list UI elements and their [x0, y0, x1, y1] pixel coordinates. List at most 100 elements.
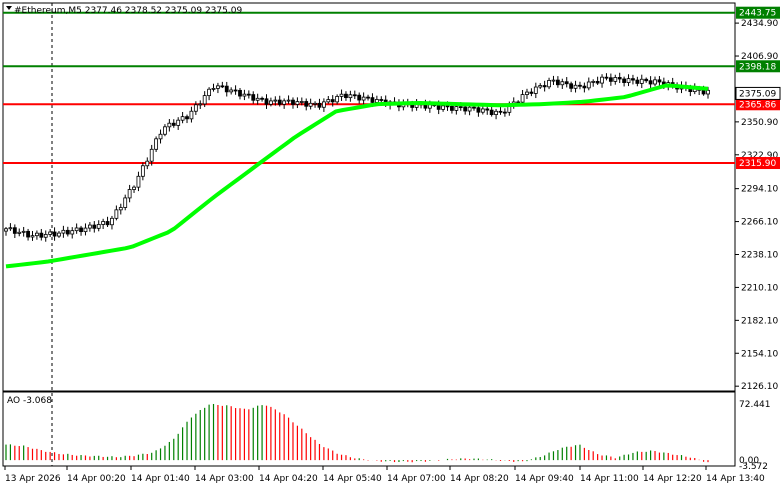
candle-body — [35, 232, 39, 237]
candle-body — [299, 101, 304, 103]
candle-body — [114, 209, 119, 219]
candle-body — [118, 207, 123, 211]
candle-body — [706, 89, 710, 95]
candle-body — [277, 99, 282, 105]
candle-body — [39, 232, 44, 238]
candle-body — [211, 87, 216, 90]
candle-body — [21, 230, 26, 233]
candle-body — [644, 78, 649, 82]
candle-body — [538, 85, 543, 88]
candle-body — [498, 110, 503, 113]
candle-body — [335, 96, 340, 103]
x-tick-label: 14 Apr 13:40 — [706, 474, 765, 484]
y-tick-label: 2126.10 — [741, 382, 778, 392]
level-price-label-support-low: 2315.90 — [739, 159, 776, 169]
y-tick-label: 2322.90 — [741, 151, 778, 161]
candle-body — [555, 79, 560, 86]
candle-body — [547, 80, 551, 88]
x-tick-label: 14 Apr 12:20 — [643, 474, 702, 484]
candle-body — [242, 93, 247, 97]
candle-body — [96, 224, 101, 229]
candle-body — [291, 99, 295, 105]
candle-body — [92, 224, 97, 229]
candle-body — [600, 76, 604, 84]
candle-body — [529, 91, 534, 94]
candle-body — [171, 122, 176, 126]
candle-body — [295, 101, 300, 105]
level-price-label-resistance: 2398.18 — [739, 62, 776, 72]
candle-body — [591, 80, 596, 83]
candle-body — [238, 89, 242, 97]
candle-body — [61, 229, 66, 234]
candle-body — [542, 85, 547, 88]
candle-body — [374, 99, 379, 103]
candle-body — [145, 160, 150, 167]
level-price-label-support: 2365.86 — [739, 100, 776, 110]
candle-body — [269, 100, 273, 105]
candle-body — [608, 77, 613, 82]
candle-body — [8, 227, 13, 230]
candle-body — [648, 80, 653, 85]
candle-body — [330, 99, 335, 103]
candle-body — [176, 119, 181, 126]
x-tick-label: 13 Apr 2026 — [5, 474, 61, 484]
candle-body — [520, 94, 525, 103]
candle-body — [476, 107, 481, 113]
candle-body — [220, 85, 225, 88]
level-price-tag-resistance — [736, 60, 780, 73]
candle-body — [74, 227, 79, 232]
candle-body — [317, 102, 322, 108]
candle-body — [635, 79, 640, 84]
candle-body — [123, 197, 128, 208]
level-price-tag-resistance-high — [736, 6, 780, 19]
candle-body — [551, 79, 556, 82]
candle-body — [503, 111, 507, 114]
y-tick-label: 2434.90 — [741, 19, 778, 29]
candle-body — [185, 116, 189, 120]
candle-body — [83, 227, 88, 233]
candle-body — [533, 86, 538, 94]
candle-body — [87, 224, 92, 229]
candle-body — [12, 227, 17, 234]
candle-body — [158, 133, 163, 140]
candle-body — [167, 122, 172, 128]
candle-body — [79, 227, 83, 233]
candle-body — [4, 228, 8, 232]
x-tick-label: 14 Apr 05:40 — [323, 474, 382, 484]
candle-body — [480, 108, 485, 113]
candle-body — [494, 110, 498, 115]
candle-body — [348, 94, 353, 99]
candle-body — [578, 84, 582, 87]
candle-body — [361, 96, 366, 101]
candle-body — [30, 235, 35, 238]
y-tick-label: 2182.10 — [741, 316, 778, 326]
x-tick-label: 14 Apr 00:20 — [67, 474, 126, 484]
candle-body — [127, 189, 132, 199]
level-price-tag-support-low — [736, 157, 780, 170]
x-tick-label: 14 Apr 03:00 — [195, 474, 254, 484]
current-price-label: 2375.09 — [739, 89, 776, 99]
candle-body — [472, 106, 476, 109]
candle-body — [489, 109, 494, 115]
candle-body — [189, 110, 194, 120]
candle-body — [65, 229, 70, 235]
candle-body — [379, 99, 384, 101]
candle-body — [454, 106, 459, 111]
ao-y-tick-label: 72.441 — [739, 400, 771, 410]
candle-body — [485, 108, 490, 111]
candle-body — [366, 96, 370, 99]
chart-symbol-header: #Ethereum,M5 2377.46 2378.52 2375.09 237… — [14, 6, 242, 16]
candle-body — [569, 83, 574, 89]
y-tick-label: 2350.90 — [741, 118, 778, 128]
candle-body — [631, 78, 635, 81]
y-tick-label: 2294.10 — [741, 185, 778, 195]
candle-body — [436, 104, 441, 110]
candle-body — [110, 217, 114, 226]
y-tick-label: 2154.10 — [741, 349, 778, 359]
ao-panel-frame — [2, 391, 736, 467]
candle-body — [282, 100, 287, 105]
y-tick-label: 2238.10 — [741, 250, 778, 260]
y-tick-label: 2210.10 — [741, 283, 778, 293]
